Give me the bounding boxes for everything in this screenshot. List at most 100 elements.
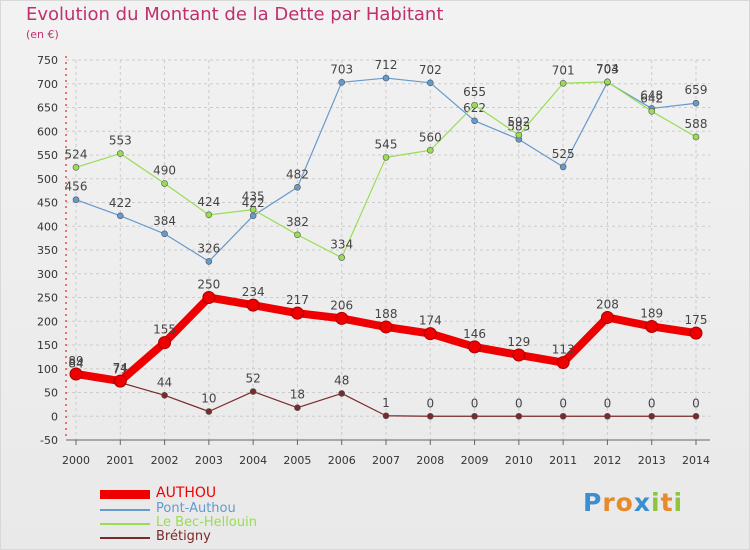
data-label: 48 — [334, 373, 349, 387]
data-label: 44 — [157, 375, 172, 389]
data-point — [556, 356, 570, 370]
data-label: 0 — [559, 396, 567, 410]
data-label: 435 — [242, 190, 265, 204]
data-point — [382, 154, 390, 161]
data-point — [426, 146, 434, 154]
data-label: 702 — [419, 63, 442, 77]
x-tick-label: 2000 — [62, 454, 90, 467]
x-tick-label: 2013 — [638, 454, 666, 467]
data-label: 659 — [685, 83, 708, 97]
x-tick-label: 2012 — [593, 454, 621, 467]
data-label: 482 — [286, 167, 309, 181]
data-label: 217 — [286, 293, 309, 307]
data-label: 0 — [648, 396, 656, 410]
data-label: 188 — [375, 307, 398, 321]
legend-swatch — [100, 523, 150, 525]
x-tick-label: 2004 — [239, 454, 267, 467]
data-point — [559, 79, 567, 87]
x-tick-label: 2008 — [416, 454, 444, 467]
data-point — [471, 117, 478, 125]
data-point — [689, 326, 703, 340]
legend-swatch — [100, 537, 150, 539]
data-point — [648, 108, 656, 115]
data-label: 456 — [65, 180, 88, 194]
data-point — [338, 254, 346, 261]
data-point — [294, 231, 301, 239]
logo-letter: i — [651, 488, 661, 517]
x-tick-label: 2001 — [106, 454, 134, 467]
data-label: 384 — [153, 214, 176, 228]
data-label: 1 — [382, 396, 390, 410]
data-label: 583 — [507, 119, 530, 133]
data-label: 175 — [685, 313, 708, 327]
data-point — [294, 184, 301, 191]
chart-title: Evolution du Montant de la Dette par Hab… — [26, 4, 444, 25]
data-point — [600, 310, 614, 324]
y-tick-label: 650 — [37, 102, 58, 115]
data-label: 208 — [596, 297, 619, 311]
data-label: 10 — [201, 392, 216, 406]
data-label: 560 — [419, 130, 442, 144]
data-point — [692, 133, 700, 141]
logo-letter: i — [673, 488, 684, 517]
data-label: 155 — [153, 323, 176, 337]
data-label: 146 — [463, 327, 486, 341]
logo-letter: x — [633, 488, 651, 517]
y-tick-label: 200 — [37, 315, 58, 328]
data-label: 84 — [68, 356, 83, 370]
data-label: 52 — [246, 372, 261, 386]
data-point — [72, 164, 80, 171]
y-tick-label: 500 — [37, 173, 58, 186]
data-point — [161, 230, 168, 238]
legend-item-pont-authou: Pont-Authou — [100, 501, 360, 518]
data-point — [471, 412, 478, 420]
data-label: 525 — [552, 147, 575, 161]
data-label: 326 — [197, 241, 220, 255]
y-tick-label: 600 — [37, 125, 58, 138]
data-label: 0 — [426, 396, 434, 410]
data-label: 490 — [153, 164, 176, 178]
data-label: 524 — [65, 147, 88, 161]
x-tick-label: 2014 — [682, 454, 710, 467]
data-label: 588 — [685, 117, 708, 131]
y-tick-label: 50 — [44, 387, 58, 400]
y-tick-label: 150 — [37, 339, 58, 352]
x-tick-label: 2006 — [328, 454, 356, 467]
data-point — [72, 196, 80, 203]
data-label: 655 — [463, 85, 486, 99]
data-point — [515, 412, 523, 420]
data-point — [294, 404, 301, 412]
y-tick-label: 450 — [37, 197, 58, 210]
data-point — [426, 79, 434, 87]
data-point — [382, 412, 390, 420]
data-point — [161, 180, 168, 187]
logo-letter: o — [615, 488, 634, 517]
logo-letter: r — [602, 488, 616, 517]
y-tick-label: 250 — [37, 292, 58, 305]
legend-label: Le Bec-Hellouin — [156, 515, 257, 530]
data-label: 174 — [419, 314, 442, 328]
legend-item-authou: AUTHOU — [100, 485, 360, 502]
data-label: 0 — [471, 396, 479, 410]
data-point — [338, 79, 346, 86]
legend-label: Brétigny — [156, 529, 211, 544]
data-point — [205, 211, 213, 219]
data-label: 704 — [596, 62, 619, 76]
data-label: 553 — [109, 134, 132, 148]
data-label: 424 — [197, 195, 220, 209]
y-tick-label: 400 — [37, 220, 58, 233]
data-label: 703 — [596, 62, 619, 76]
y-tick-label: 700 — [37, 78, 58, 91]
data-label: 422 — [242, 196, 265, 210]
y-tick-label: 750 — [37, 54, 58, 67]
legend-label: AUTHOU — [156, 485, 217, 501]
data-label: 234 — [242, 285, 265, 299]
x-tick-label: 2011 — [549, 454, 577, 467]
x-tick-label: 2002 — [151, 454, 179, 467]
x-tick-label: 2007 — [372, 454, 400, 467]
logo-letter: t — [660, 488, 674, 517]
data-point — [113, 374, 127, 388]
y-tick-label: 300 — [37, 268, 58, 281]
data-point — [512, 348, 526, 362]
